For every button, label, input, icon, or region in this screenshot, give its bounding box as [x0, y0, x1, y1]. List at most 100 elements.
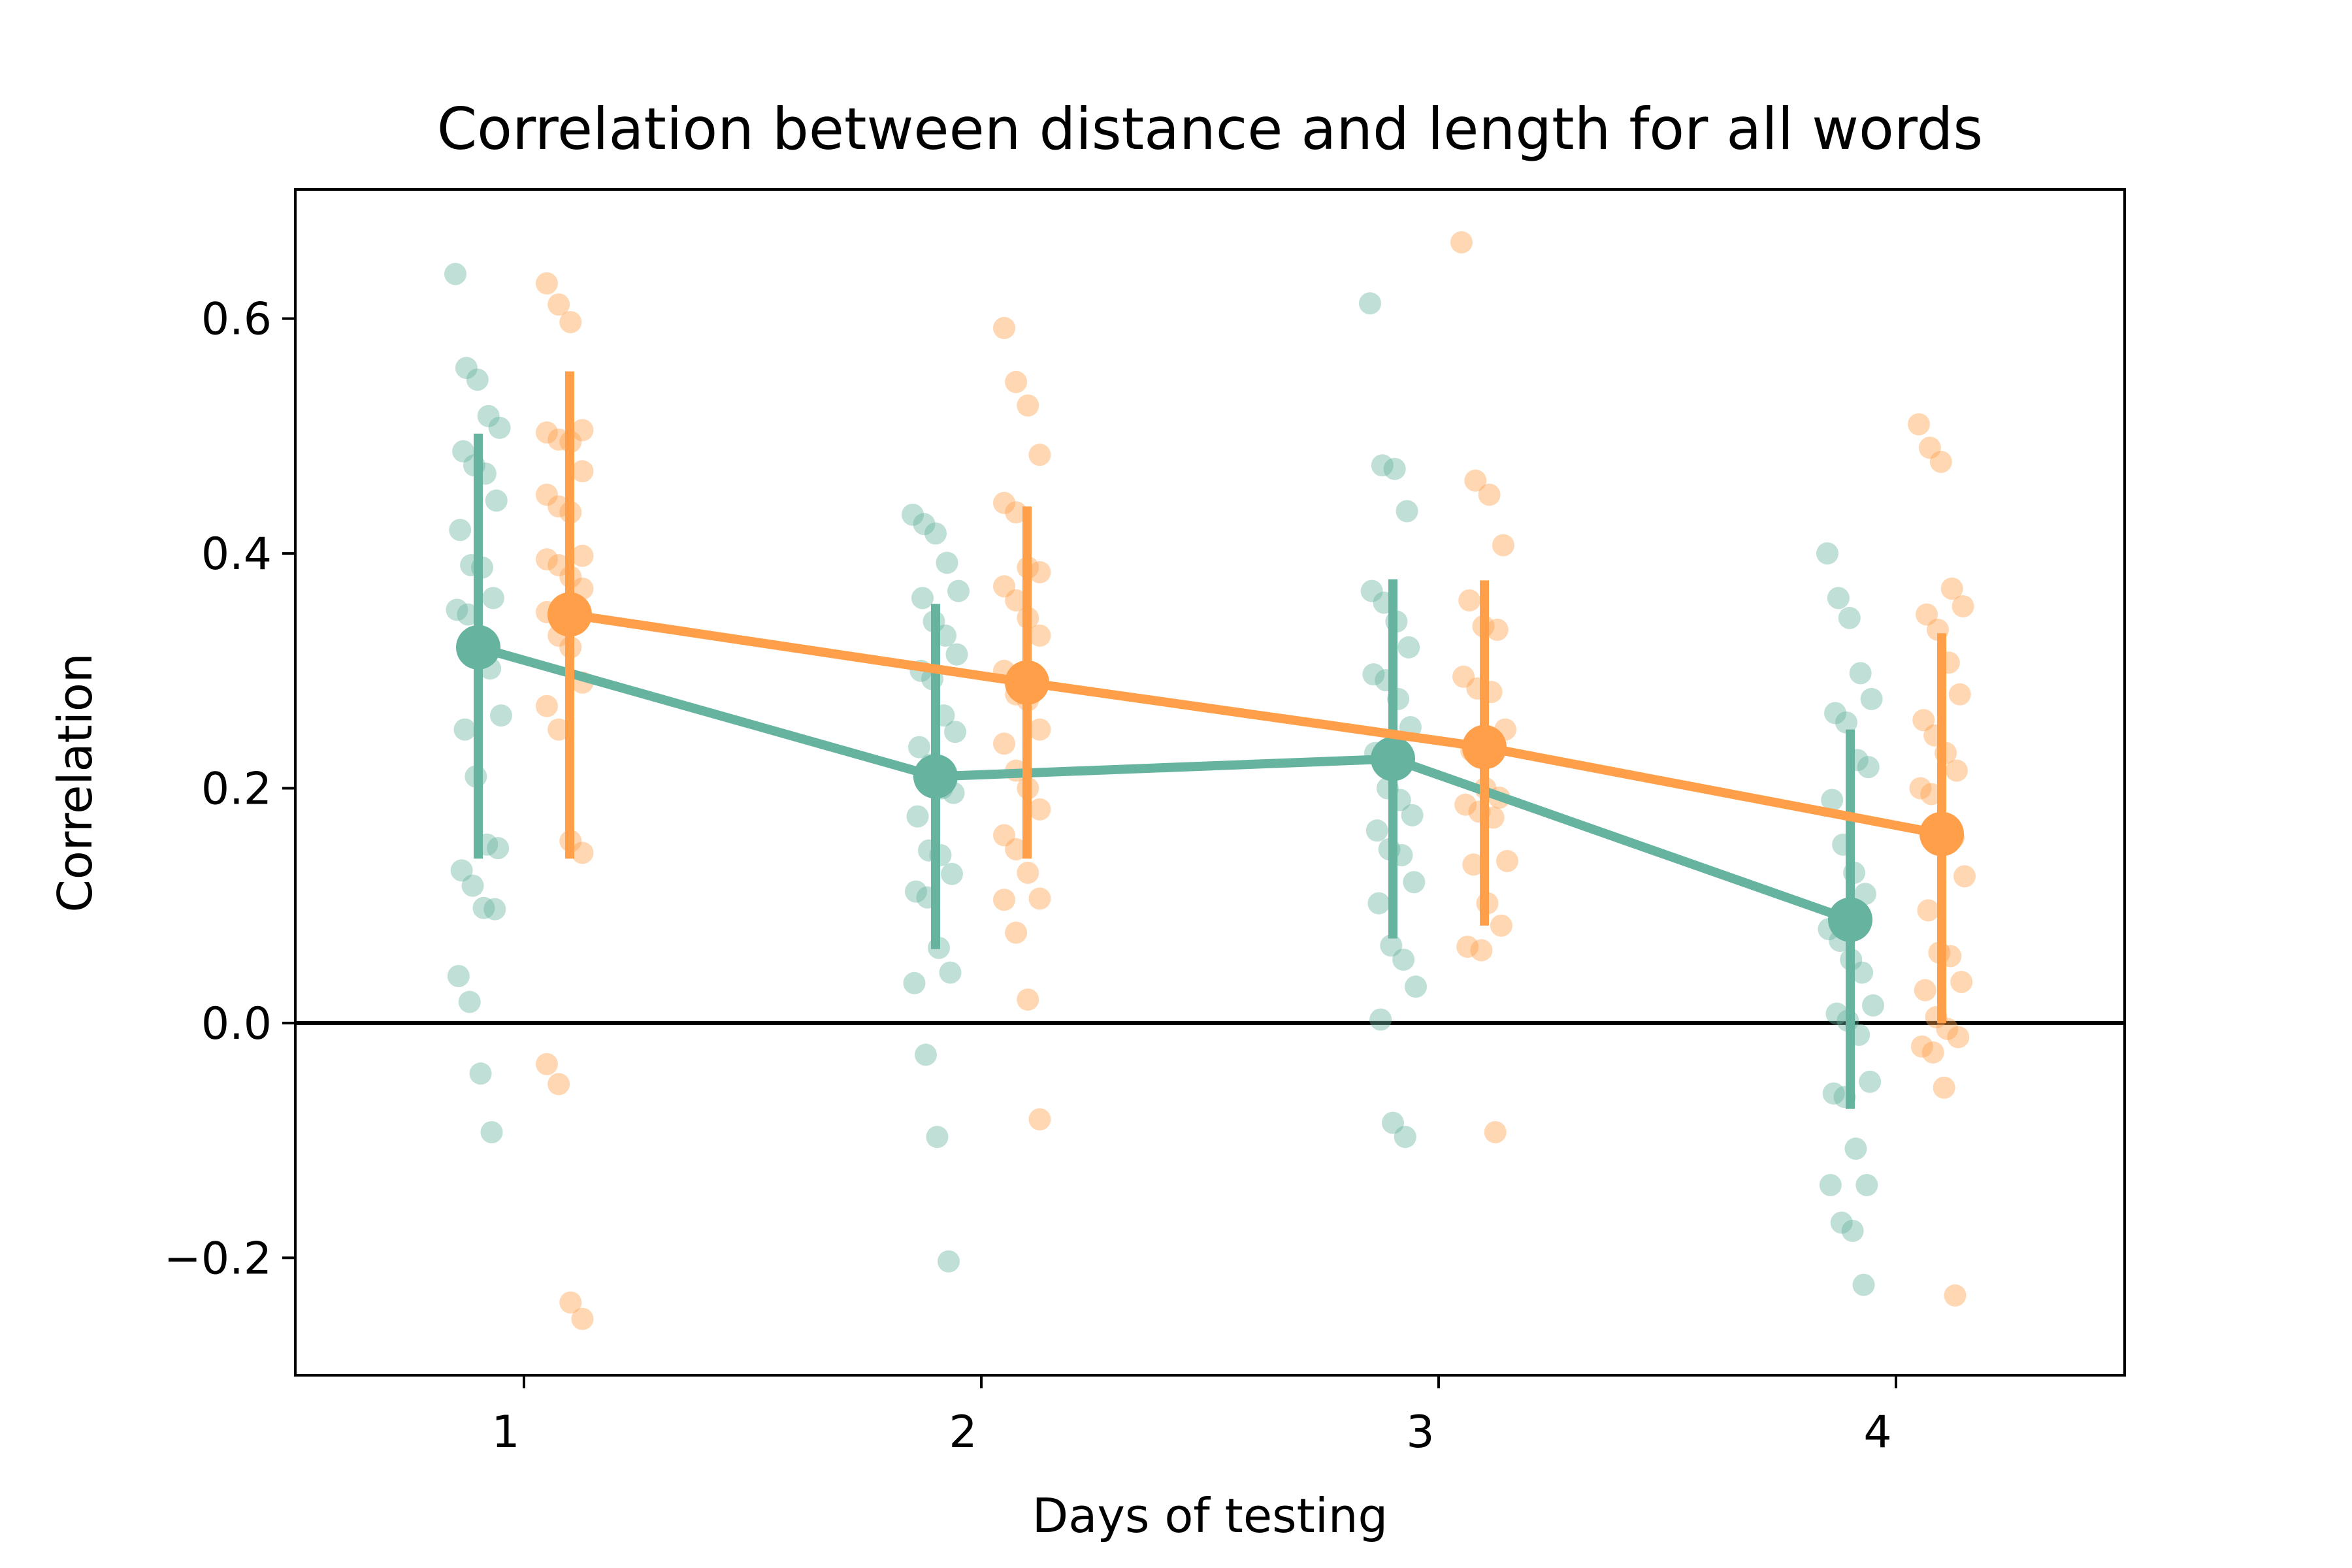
strip-point: [447, 965, 470, 988]
strip-point: [945, 643, 968, 666]
y-tick-label: 0.0: [201, 998, 272, 1050]
strip-point: [1852, 1273, 1875, 1296]
strip-point: [1936, 1017, 1959, 1040]
strip-point: [1851, 961, 1874, 984]
strip-point: [944, 721, 966, 743]
strip-point: [547, 428, 570, 451]
strip-point: [1921, 1041, 1944, 1064]
strip-point: [993, 889, 1015, 911]
strip-point: [485, 489, 508, 512]
strip-point: [1450, 231, 1473, 253]
strip-point: [1821, 789, 1844, 811]
mean-marker: [456, 625, 500, 670]
strip-point: [480, 1121, 503, 1144]
strip-point: [490, 704, 512, 727]
strip-point: [1918, 436, 1941, 459]
strip-point: [1397, 636, 1420, 659]
strip-point: [1940, 577, 1963, 600]
strip-point: [483, 898, 506, 921]
strip-point: [1028, 624, 1051, 647]
strip-point: [1912, 709, 1935, 732]
strip-point: [469, 1062, 492, 1085]
y-tick-label: 0.6: [201, 294, 272, 346]
strip-point: [1947, 1026, 1970, 1049]
strip-point: [482, 587, 504, 610]
strip-point: [1396, 500, 1418, 523]
strip-point: [1486, 618, 1509, 641]
y-tick-label: 0.2: [201, 763, 272, 815]
strip-point: [536, 272, 558, 295]
strip-point: [1950, 970, 1973, 993]
strip-point: [1401, 804, 1424, 826]
strip-point: [1844, 1137, 1867, 1160]
strip-point: [559, 311, 582, 334]
mean-marker: [1371, 736, 1415, 781]
strip-point: [1382, 1111, 1404, 1134]
plot-area: [295, 231, 2125, 1330]
strip-point: [993, 824, 1015, 847]
strip-point: [1854, 883, 1876, 906]
strip-point: [488, 416, 511, 439]
series-line: [477, 643, 1852, 924]
mean-marker: [1462, 725, 1507, 770]
strip-point: [1910, 1035, 1933, 1058]
strip-point: [1028, 1108, 1051, 1131]
strip-point: [547, 1073, 570, 1096]
strip-point: [1359, 292, 1381, 315]
strip-point: [446, 598, 468, 621]
strip-point: [1496, 849, 1518, 872]
strip-point: [1478, 483, 1501, 506]
strip-point: [1838, 606, 1861, 629]
strip-point: [1914, 979, 1936, 1002]
strip-point: [1945, 759, 1968, 782]
strip-point: [1849, 662, 1872, 685]
strip-point: [941, 862, 963, 885]
strip-point: [1365, 819, 1388, 842]
x-tick-label: 3: [1406, 1407, 1434, 1458]
strip-point: [1841, 1219, 1864, 1242]
strip-point: [1403, 871, 1426, 894]
strip-point: [993, 317, 1015, 340]
strip-point: [924, 522, 947, 545]
strip-point: [1908, 413, 1930, 436]
strip-point: [450, 859, 473, 882]
strip-point: [1371, 454, 1394, 477]
strip-point: [1028, 798, 1051, 821]
strip-point: [1405, 975, 1427, 998]
strip-point: [1383, 457, 1406, 480]
strip-point: [1369, 1008, 1392, 1031]
strip-point: [1952, 595, 1974, 617]
strip-point: [1835, 711, 1857, 734]
strip-point: [1484, 1121, 1507, 1144]
strip-point: [911, 587, 934, 610]
strip-point: [466, 368, 489, 391]
strip-point: [536, 483, 558, 506]
strip-point: [1005, 589, 1028, 612]
strip-point: [547, 293, 570, 316]
strip-point: [453, 718, 476, 741]
strip-point: [1490, 914, 1512, 937]
strip-point: [1462, 853, 1485, 876]
strip-point: [1920, 783, 1943, 806]
strip-point: [1017, 394, 1039, 417]
strip-point: [1470, 939, 1493, 962]
strip-point: [452, 440, 475, 463]
strip-point: [1367, 892, 1390, 915]
strip-point: [993, 491, 1015, 514]
strip-point: [1028, 561, 1051, 583]
strip-point: [908, 736, 930, 759]
strip-point: [477, 404, 500, 427]
strip-point: [571, 544, 594, 567]
strip-point: [1392, 948, 1415, 971]
mean-marker: [1828, 897, 1872, 942]
strip-point: [1362, 663, 1385, 686]
strip-point: [1819, 1173, 1842, 1196]
strip-point: [1944, 1284, 1967, 1307]
strip-point: [571, 841, 594, 864]
strip-point: [913, 513, 936, 536]
strip-point: [536, 421, 558, 444]
strip-point: [903, 972, 926, 994]
strip-point: [536, 548, 558, 571]
